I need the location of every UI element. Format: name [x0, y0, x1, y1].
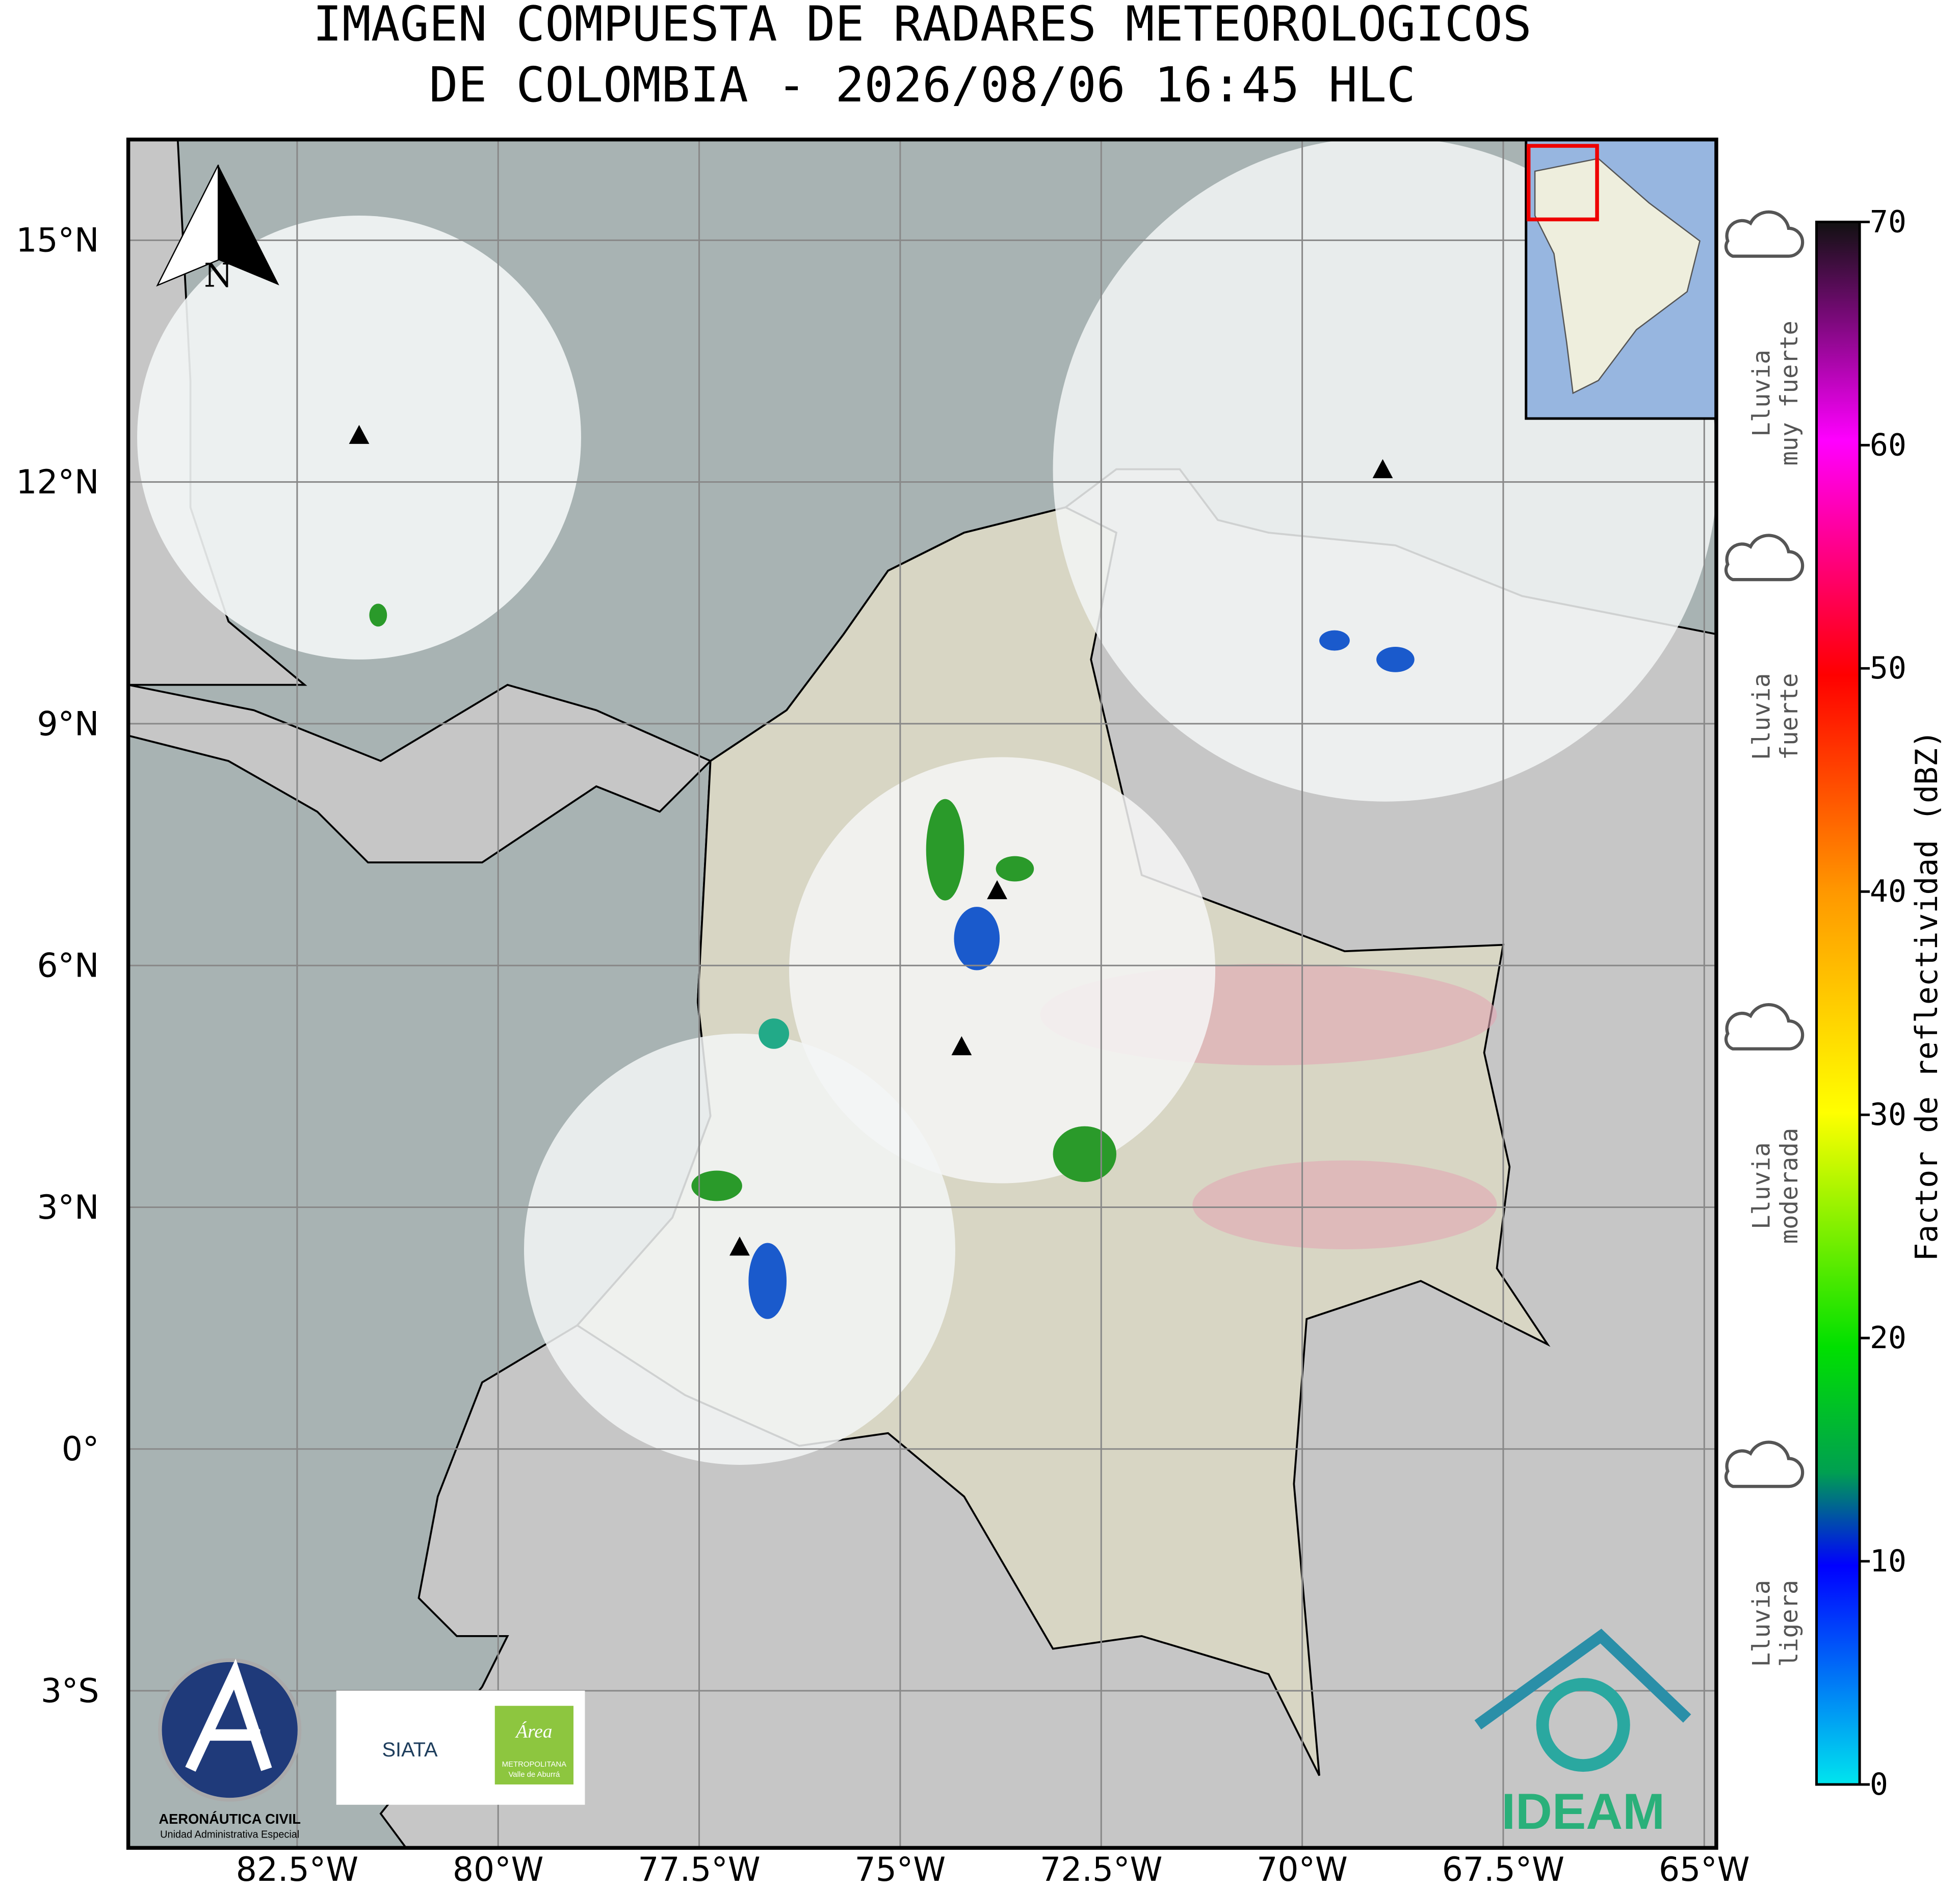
rain-label: muy fuerte [1775, 321, 1804, 466]
logo-ideam-roof [1474, 1629, 1691, 1730]
rain-level: Lluvia fuerte [1747, 673, 1804, 760]
colorbar-tick-label: 50 [1870, 651, 1906, 686]
inset-land [1534, 157, 1701, 395]
logo-area [494, 1705, 574, 1784]
lat-tick-label: 6°N [37, 947, 99, 985]
rain-icon [1724, 1440, 1805, 1488]
rain-level: Lluvia ligera [1747, 1580, 1804, 1667]
north-label: N [204, 256, 233, 295]
title: IMAGEN COMPUESTA DE RADARES METEOROLOGIC… [313, 0, 1532, 52]
north-arrow [156, 164, 219, 287]
logo-text: Unidad Administrativa Especial [160, 1829, 299, 1840]
rain-label: Lluvia [1747, 1580, 1775, 1667]
rain-level: Lluvia moderada [1747, 1128, 1804, 1244]
lon-tick-label: 75°W [855, 1851, 946, 1889]
map: N AERONÁUTICA CIVIL Unidad Administrativ… [128, 139, 1716, 1848]
colorbar-tick-label: 60 [1870, 428, 1906, 463]
lat-tick-label: 3°N [37, 1189, 99, 1227]
logo-ideam-swirl [1536, 1677, 1630, 1772]
rain-icon [1724, 210, 1805, 258]
lat-tick-label: 12°N [16, 463, 99, 502]
lat-tick-label: 3°S [41, 1672, 99, 1711]
lat-tick-label: 15°N [16, 222, 99, 260]
rain-label: fuerte [1775, 673, 1804, 760]
lon-tick-label: 65°W [1659, 1851, 1750, 1889]
graticule [128, 139, 1716, 1848]
logo-text: Valle de Aburrá [508, 1770, 560, 1779]
logo-text: SIATA [382, 1739, 438, 1761]
colorbar-tick-label: 70 [1870, 204, 1906, 240]
lon-tick-label: 67.5°W [1442, 1851, 1564, 1889]
radar-coverage [789, 757, 1216, 1184]
rain-level: Lluvia muy fuerte [1747, 321, 1804, 466]
lat-tick-label: 9°N [37, 705, 99, 743]
rain-icon [1724, 534, 1805, 582]
lon-tick-label: 80°W [453, 1851, 544, 1889]
lon-tick-label: 72.5°W [1040, 1851, 1162, 1889]
land [128, 684, 712, 863]
colorbar-tick-label: 40 [1870, 874, 1906, 909]
logo-text: AERONÁUTICA CIVIL [159, 1811, 301, 1827]
logo-text: METROPOLITANA [502, 1760, 566, 1769]
inset-highlight [1526, 144, 1599, 222]
colorbar-tick-label: 30 [1870, 1097, 1906, 1133]
logo-aero-mark [185, 1659, 272, 1772]
colorbar [1815, 220, 1861, 1786]
lat-tick-label: 0° [62, 1430, 99, 1468]
map-frame [126, 137, 1718, 1850]
rain-label: Lluvia [1747, 673, 1775, 760]
rain-label: Lluvia [1747, 350, 1775, 437]
lon-tick-label: 70°W [1257, 1851, 1348, 1889]
title: DE COLOMBIA - 2026/08/06 16:45 HLC [429, 57, 1416, 113]
logo-text: IDEAM [1501, 1783, 1665, 1840]
lon-tick-label: 77.5°W [638, 1851, 760, 1889]
rain-label: ligera [1775, 1580, 1804, 1667]
region [1192, 1160, 1497, 1249]
colorbar-tick-label: 20 [1870, 1321, 1906, 1356]
labels: IMAGEN COMPUESTA DE RADARES METEOROLOGIC… [16, 0, 1906, 1889]
radar-sites [349, 425, 1393, 1256]
echoes [369, 603, 1415, 1319]
lon-tick-label: 82.5°W [236, 1851, 358, 1889]
colorbar-tick-label: 0 [1870, 1767, 1888, 1802]
rain-label: Lluvia [1747, 1142, 1775, 1229]
colorbar-label: Factor de reflectividad (dBZ) [1910, 730, 1945, 1261]
rain-label: moderada [1775, 1128, 1804, 1244]
logo-text: Área [514, 1721, 552, 1742]
colorbar-tick-label: 10 [1870, 1544, 1906, 1579]
rain-icon [1724, 1003, 1805, 1050]
